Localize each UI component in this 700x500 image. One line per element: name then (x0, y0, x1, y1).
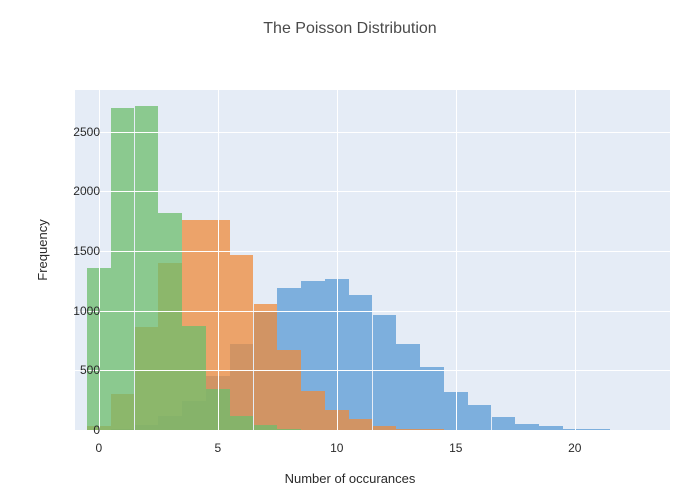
x-tick-label: 10 (330, 441, 343, 455)
y-tick-label: 500 (50, 363, 100, 377)
chart-title: The Poisson Distribution (0, 20, 700, 38)
grid-line-h (75, 251, 670, 252)
bar-series-green (182, 326, 206, 430)
y-axis-label: Frequency (35, 219, 50, 280)
grid-line-v (337, 90, 338, 430)
bar-series-blue (396, 344, 420, 430)
y-tick-label: 1500 (50, 244, 100, 258)
bar-series-orange (230, 255, 254, 430)
bar-series-orange (349, 419, 373, 430)
y-tick-label: 1000 (50, 304, 100, 318)
x-tick-label: 5 (214, 441, 221, 455)
grid-line-v (575, 90, 576, 430)
bar-series-orange (277, 350, 301, 430)
x-tick-label: 0 (95, 441, 102, 455)
chart-container: The Poisson Distribution Frequency Numbe… (0, 0, 700, 500)
bar-series-blue (349, 295, 373, 430)
bar-series-blue (492, 417, 516, 430)
grid-line-h (75, 370, 670, 371)
bar-series-green (158, 213, 182, 430)
bar-series-blue (420, 367, 444, 430)
x-tick-label: 20 (568, 441, 581, 455)
x-axis-label: Number of occurances (0, 471, 700, 486)
grid-line-v (99, 90, 100, 430)
bar-series-green (230, 416, 254, 430)
bar-series-orange (301, 391, 325, 430)
bar-series-orange (254, 304, 278, 430)
x-tick-label: 15 (449, 441, 462, 455)
grid-line-h (75, 191, 670, 192)
y-tick-label: 0 (50, 423, 100, 437)
grid-line-h (75, 132, 670, 133)
grid-line-h (75, 311, 670, 312)
y-tick-label: 2000 (50, 184, 100, 198)
bar-series-green (111, 108, 135, 430)
grid-line-h (75, 430, 670, 431)
y-tick-label: 2500 (50, 125, 100, 139)
grid-line-v (456, 90, 457, 430)
bar-series-blue (468, 405, 492, 430)
bar-series-blue (373, 315, 397, 430)
bar-series-green (135, 106, 159, 430)
plot-area (75, 90, 670, 430)
bars-layer (75, 90, 670, 430)
grid-line-v (218, 90, 219, 430)
